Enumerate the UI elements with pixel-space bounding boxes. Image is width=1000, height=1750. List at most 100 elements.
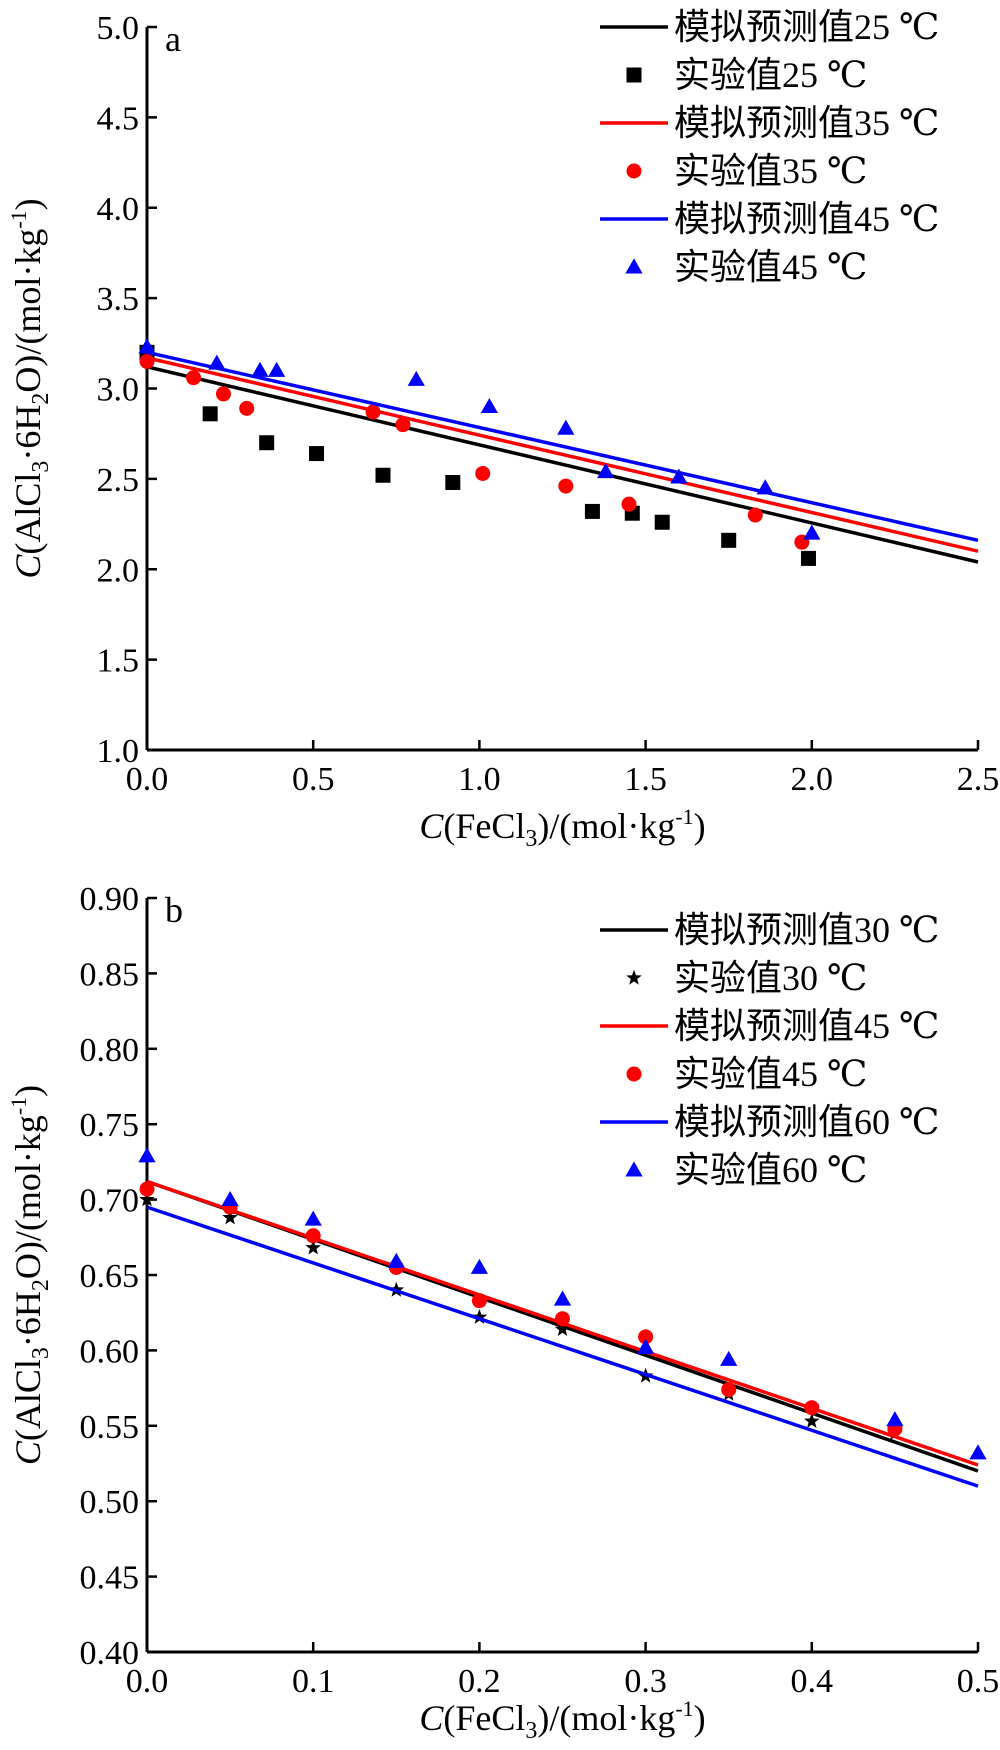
x-tick-label: 0.1 (292, 1663, 335, 1700)
data-point (139, 353, 155, 369)
data-point (555, 1311, 570, 1327)
data-point (239, 400, 255, 416)
legend-item: 模拟预测值25 ℃ (600, 7, 939, 47)
data-point (747, 507, 763, 523)
series-line (146, 356, 979, 553)
series-points (139, 344, 816, 566)
legend-label: 模拟预测值25 ℃ (674, 7, 939, 47)
data-point (305, 1239, 321, 1255)
data-point (208, 354, 226, 370)
legend-label: 实验值45 ℃ (674, 1054, 867, 1094)
y-tick-label: 0.70 (80, 1183, 140, 1220)
series-line (146, 365, 979, 564)
data-point (557, 419, 575, 435)
legend-item: 模拟预测值60 ℃ (600, 1102, 939, 1142)
legend: 模拟预测值30 ℃ 实验值30 ℃ 模拟预测值45 ℃ 实验值45 ℃ 模拟预测值60 … (600, 910, 939, 1190)
x-tick-label: 2.5 (957, 761, 1000, 798)
legend-item: 实验值35 ℃ (626, 151, 867, 191)
data-point (305, 1228, 321, 1244)
legend-label: 实验值45 ℃ (674, 247, 867, 287)
data-point (558, 478, 574, 494)
data-point (636, 1338, 655, 1354)
data-point (969, 1444, 987, 1460)
y-tick-label: 2.0 (97, 552, 140, 589)
data-point (584, 503, 600, 519)
legend-item: 实验值45 ℃ (626, 1054, 867, 1094)
data-point (304, 1210, 322, 1226)
y-tick-label: 0.60 (80, 1333, 140, 1370)
data-point (654, 514, 670, 530)
legend-label: 实验值30 ℃ (674, 958, 867, 998)
data-point (475, 465, 491, 481)
legend-item: 模拟预测值45 ℃ (600, 199, 939, 239)
data-point (221, 1190, 239, 1207)
series-points (138, 1147, 987, 1460)
y-tick-label: 3.0 (97, 372, 140, 409)
legend-label: 模拟预测值45 ℃ (674, 1006, 939, 1046)
data-point (756, 479, 774, 495)
y-tick-label: 0.45 (80, 1560, 140, 1597)
data-point (138, 338, 156, 354)
y-tick-label: 0.50 (80, 1484, 140, 1521)
data-point (138, 1147, 156, 1163)
legend: 模拟预测值25 ℃ 实验值25 ℃ 模拟预测值35 ℃ 实验值35 ℃ 模拟预测值45 … (600, 7, 939, 287)
legend-item: 模拟预测值35 ℃ (600, 103, 939, 143)
legend-item: 实验值25 ℃ (626, 55, 867, 95)
legend-swatch-marker (625, 1161, 643, 1177)
y-tick-label: 0.55 (80, 1409, 140, 1446)
x-axis-label: C(FeCl3)/(mol·kg-1) (419, 804, 705, 852)
x-tick-label: 0.4 (791, 1663, 834, 1700)
legend-swatch-marker (626, 67, 642, 83)
data-point (445, 474, 461, 490)
data-point (202, 406, 218, 422)
data-point (621, 496, 637, 512)
data-point (365, 404, 381, 420)
y-tick-label: 3.5 (97, 281, 140, 318)
x-tick-label: 0.0 (126, 1663, 169, 1700)
x-tick-label: 0.5 (957, 1663, 1000, 1700)
data-point (215, 386, 231, 402)
x-tick-label: 0.0 (126, 761, 169, 798)
data-point (470, 1258, 489, 1274)
data-point (407, 370, 425, 386)
legend-item: 实验值60 ℃ (625, 1150, 867, 1190)
data-point (480, 397, 498, 414)
legend-label: 模拟预测值35 ℃ (674, 103, 939, 143)
data-point (886, 1411, 904, 1427)
x-axis-label: C(FeCl3)/(mol·kg-1) (419, 1696, 705, 1744)
legend-swatch-marker (626, 163, 642, 179)
x-tick-label: 1.0 (458, 761, 501, 798)
data-point (800, 550, 816, 566)
series-line (146, 1205, 979, 1488)
data-point (471, 1293, 487, 1309)
data-point (268, 361, 286, 377)
legend-swatch-marker (626, 969, 642, 985)
data-point (670, 468, 688, 484)
data-point (553, 1290, 572, 1306)
data-point (721, 532, 737, 548)
y-tick-label: 2.5 (97, 462, 140, 499)
series-line (146, 356, 979, 553)
series-points (139, 1191, 903, 1440)
data-point (222, 1209, 238, 1225)
data-point (803, 524, 821, 540)
legend-item: 模拟预测值45 ℃ (600, 1006, 939, 1046)
series-line (146, 365, 979, 564)
y-tick-label: 0.65 (80, 1258, 140, 1295)
y-tick-label: 0.85 (80, 956, 140, 993)
y-tick-label: 0.90 (80, 881, 140, 918)
y-tick-label: 0.40 (80, 1635, 140, 1672)
panel-letter: b (165, 890, 183, 930)
legend-label: 模拟预测值60 ℃ (674, 1102, 939, 1142)
legend-label: 模拟预测值30 ℃ (674, 910, 939, 950)
y-tick-label: 4.5 (97, 100, 140, 137)
data-point (139, 1191, 155, 1207)
legend-item: 实验值45 ℃ (625, 247, 867, 287)
data-point (804, 1400, 820, 1416)
data-point (597, 463, 615, 479)
panel-letter: a (165, 19, 181, 59)
data-point (804, 1413, 820, 1428)
series-points (138, 338, 821, 540)
legend-item: 实验值30 ℃ (626, 958, 867, 998)
